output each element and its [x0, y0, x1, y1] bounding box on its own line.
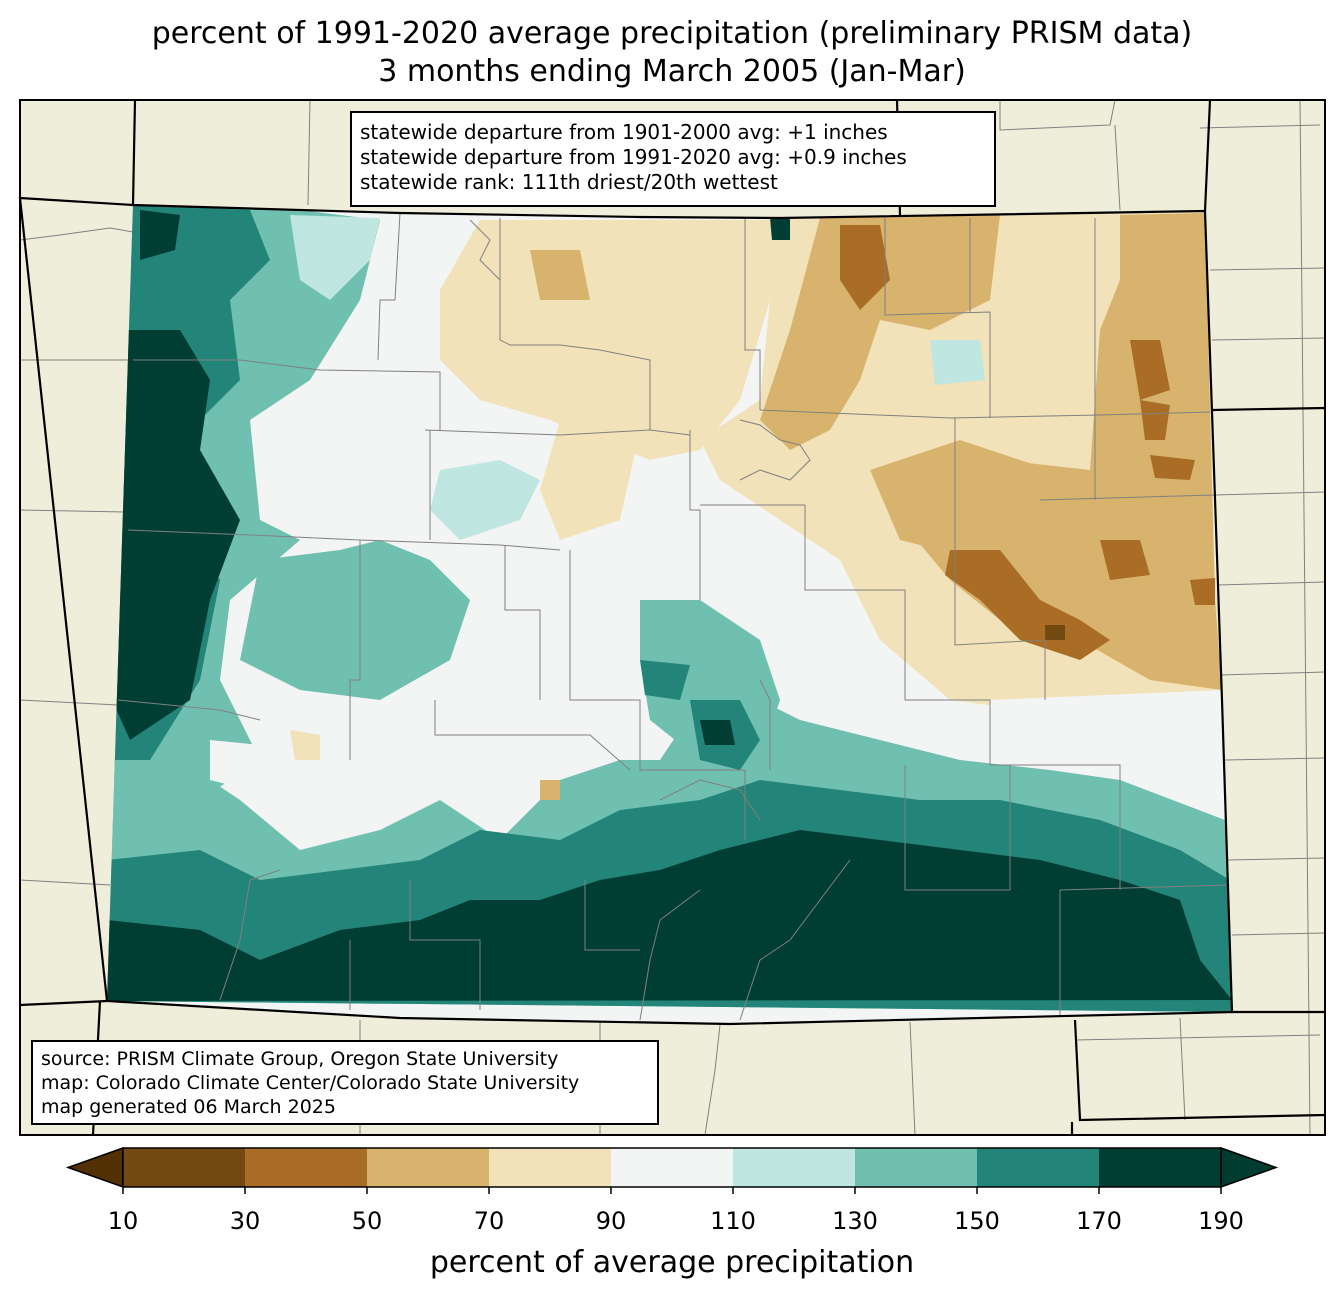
map-frame — [19, 99, 1326, 1136]
stats-departure-1991-2020: statewide departure from 1991-2020 avg: … — [360, 145, 907, 169]
colorbar-segment — [855, 1148, 978, 1187]
statewide-stats-box: statewide departure from 1901-2000 avg: … — [350, 111, 996, 207]
colorbar-tick-label: 70 — [474, 1207, 505, 1235]
colorbar-tick-label: 10 — [108, 1207, 139, 1235]
county-lines — [117, 212, 1231, 1021]
colorbar-tick-label: 150 — [954, 1207, 1000, 1235]
source-generated-date: map generated 06 March 2025 — [41, 1096, 336, 1118]
colorbar-over-arrow — [1220, 1146, 1279, 1189]
colorbar-label: percent of average precipitation — [430, 1245, 914, 1280]
colorbar-tick-label: 190 — [1198, 1207, 1244, 1235]
colorbar-tick-label: 110 — [710, 1207, 756, 1235]
precip-field — [107, 205, 1232, 1024]
source-box: source: PRISM Climate Group, Oregon Stat… — [31, 1040, 659, 1125]
colorbar-segment — [489, 1148, 612, 1187]
colorbar-segment — [733, 1148, 856, 1187]
colorbar-segment — [367, 1148, 490, 1187]
colorbar-tick-label: 170 — [1076, 1207, 1122, 1235]
stats-departure-1901-2000: statewide departure from 1901-2000 avg: … — [360, 120, 888, 144]
stats-rank: statewide rank: 111th driest/20th wettes… — [360, 170, 778, 194]
colorbar-segment — [977, 1148, 1100, 1187]
colorbar-segment — [1099, 1148, 1222, 1187]
colorbar-segment — [123, 1148, 246, 1187]
colorbar-border — [122, 1147, 1222, 1188]
source-map-credit: map: Colorado Climate Center/Colorado St… — [41, 1072, 580, 1094]
colorbar-under-arrow — [65, 1146, 124, 1189]
colorbar-tick-label: 50 — [352, 1207, 383, 1235]
colorbar-tick-label: 30 — [230, 1207, 261, 1235]
map-subtitle: 3 months ending March 2005 (Jan-Mar) — [378, 54, 966, 89]
colorbar-tick-label: 130 — [832, 1207, 878, 1235]
colorbar-tick-label: 90 — [596, 1207, 627, 1235]
map-title: percent of 1991-2020 average precipitati… — [151, 16, 1193, 51]
colorbar-segment — [611, 1148, 734, 1187]
source-prism: source: PRISM Climate Group, Oregon Stat… — [41, 1048, 559, 1070]
colorbar-segment — [245, 1148, 368, 1187]
